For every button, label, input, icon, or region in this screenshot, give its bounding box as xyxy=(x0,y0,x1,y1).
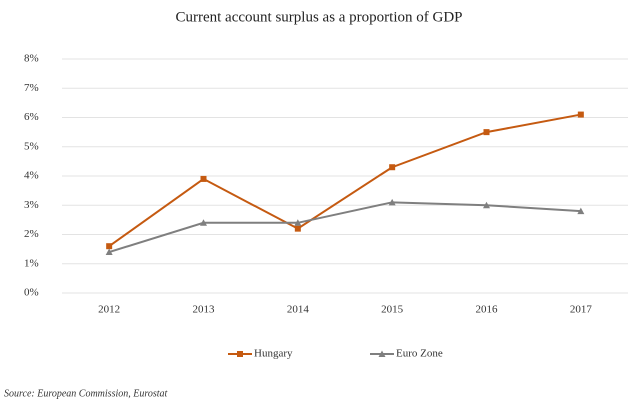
data-point xyxy=(388,198,396,206)
data-point xyxy=(294,225,301,232)
data-point xyxy=(483,201,490,209)
data-point xyxy=(105,248,113,256)
x-tick-label: 2014 xyxy=(287,304,310,316)
x-tick-label: 2017 xyxy=(570,304,593,316)
x-tick-label: 2013 xyxy=(193,304,216,316)
y-tick-label: 6% xyxy=(24,111,39,123)
legend-label: Hungary xyxy=(254,348,293,360)
series-line xyxy=(108,201,581,254)
data-point xyxy=(200,219,207,226)
data-point xyxy=(577,111,584,118)
x-tick-label: 2012 xyxy=(98,304,120,316)
data-point xyxy=(577,207,585,215)
y-tick-label: 4% xyxy=(24,170,39,182)
data-point xyxy=(294,219,302,226)
source-note: Source: European Commission, Eurostat xyxy=(4,388,168,399)
legend-marker xyxy=(378,350,386,357)
y-tick-label: 5% xyxy=(24,140,39,152)
y-tick-label: 3% xyxy=(24,199,39,211)
series-line xyxy=(108,113,582,248)
y-tick-label: 1% xyxy=(24,257,39,269)
y-tick-label: 2% xyxy=(24,228,39,240)
data-point xyxy=(389,164,396,171)
y-tick-label: 7% xyxy=(24,82,39,94)
y-tick-label: 0% xyxy=(24,287,39,299)
data-point xyxy=(200,175,207,182)
x-tick-label: 2015 xyxy=(381,304,404,316)
legend-label: Euro Zone xyxy=(396,348,443,360)
chart-title: Current account surplus as a proportion … xyxy=(175,9,462,25)
y-tick-label: 8% xyxy=(24,53,39,65)
data-point xyxy=(483,129,490,136)
data-point xyxy=(106,243,113,250)
legend-marker xyxy=(237,351,243,357)
x-tick-label: 2016 xyxy=(476,304,499,316)
